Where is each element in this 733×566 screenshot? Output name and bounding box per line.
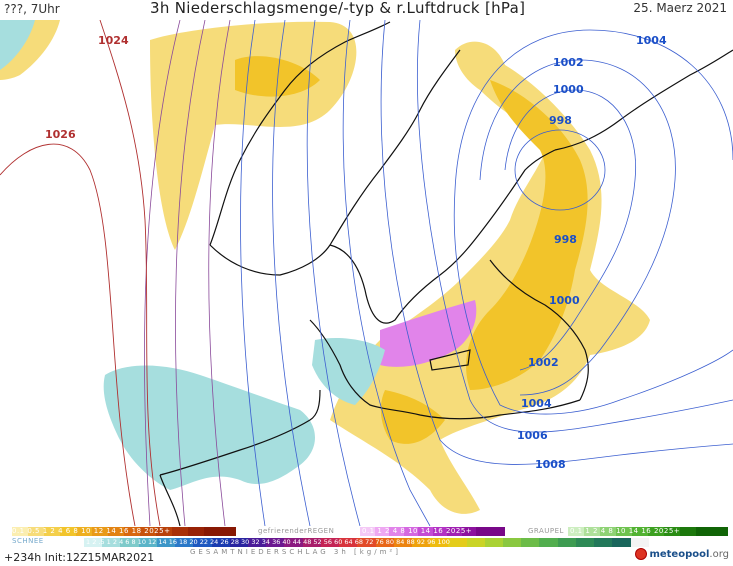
isobar-1014 (272, 20, 311, 526)
legend-freezing-label: gefrierenderREGEN (258, 527, 335, 535)
isobar-1008 (380, 20, 733, 465)
isobar-labels: 1004 1002 1000 998 998 1000 1002 1004 10… (45, 34, 667, 471)
brand-tld: .org (709, 548, 729, 560)
coastlines (159, 21, 733, 526)
isobar-1026 (0, 143, 136, 526)
precip-freezing-baltic (380, 300, 477, 367)
label-1002-north: 1002 (553, 56, 584, 69)
legend-snow-values: 1 2 .5 1 2 4 6 8 10 12 14 16 18 20 22 24… (86, 538, 450, 546)
run-info: +234h Init:12Z15MAR2021 (4, 551, 155, 564)
legend-freezing-scale (360, 527, 505, 536)
legend-snow-label: SCHNEE (12, 537, 44, 545)
label-1002-south: 1002 (528, 356, 559, 369)
isobar-998-inner (514, 129, 606, 211)
label-1024: 1024 (98, 34, 129, 47)
coast-netherlands-germany (159, 389, 321, 476)
brand-logo[interactable]: meteopool .org (635, 548, 729, 560)
isobars-low (240, 20, 733, 526)
legend-total-scale (84, 538, 649, 547)
coast-norway-south (209, 49, 461, 276)
coast-norway-west (209, 21, 391, 246)
label-1026: 1026 (45, 128, 76, 141)
precip-snow-north-sea (103, 365, 315, 490)
precip-snow-denmark (312, 338, 385, 405)
isobar-1006 (417, 20, 733, 433)
map-svg: 1004 1002 1000 998 998 1000 1002 1004 10… (0, 20, 733, 526)
precip-rain-areas (0, 20, 650, 514)
isobar-1012 (306, 20, 361, 526)
label-1000-south: 1000 (549, 294, 580, 307)
label-998-north: 998 (549, 114, 572, 127)
legend-graupel-label: GRAUPEL (528, 527, 564, 535)
header-location-time: ???, 7Uhr (4, 2, 60, 16)
brand-name: meteopool (649, 548, 710, 560)
map-title: 3h Niederschlagsmenge/-typ & r.Luftdruck… (150, 0, 526, 17)
isobar-1004-north (454, 29, 733, 191)
precip-freezing-areas (380, 300, 477, 367)
isobar-1018 (208, 20, 231, 526)
coast-sweden (329, 149, 556, 324)
coast-germany-poland (309, 319, 581, 420)
legend-total-label: GESAMTNIEDERSCHLAG 3h [kg/m²] (190, 548, 401, 556)
isobar-1024 (99, 20, 161, 526)
legend-rain-scale (12, 527, 236, 536)
isobar-1020 (175, 20, 206, 526)
coast-baltic-states (489, 259, 589, 401)
legend-graupel-scale (568, 527, 728, 536)
label-1008: 1008 (535, 458, 566, 471)
meteopool-logo-icon (635, 548, 648, 560)
isobar-1002 (479, 59, 676, 396)
forecast-date: 25. Maerz 2021 (633, 1, 727, 15)
coast-belgium (159, 474, 181, 526)
precip-rain-baltic-core (466, 80, 588, 390)
precip-snow-areas (0, 20, 385, 490)
header-bar: ???, 7Uhr 3h Niederschlagsmenge/-typ & r… (0, 0, 733, 20)
legend-footer: 0.1 0.5 1 2 4 6 8 10 12 14 16 18 2025+ g… (0, 526, 733, 566)
isobar-1010 (342, 20, 431, 526)
weather-map: 1004 1002 1000 998 998 1000 1002 1004 10… (0, 20, 733, 526)
label-1004-north: 1004 (636, 34, 667, 47)
coast-finland (554, 49, 733, 151)
legend-graupel-values: 0.1 1 2 4 8 10 14 16 2025+ (570, 527, 681, 535)
isobar-1016 (240, 20, 266, 526)
legend-rain-values: 0.1 0.5 1 2 4 6 8 10 12 14 16 18 2025+ (12, 527, 171, 535)
label-1006: 1006 (517, 429, 548, 442)
label-1004-south: 1004 (521, 397, 552, 410)
isobar-1004-south (453, 189, 733, 415)
legend-freezing-values: 0.1 1 2 4 8 10 14 16 2025+ (362, 527, 473, 535)
isobars-high (0, 20, 161, 526)
label-998-south: 998 (554, 233, 577, 246)
isobar-1000 (504, 89, 637, 371)
precip-rain-poland (380, 390, 445, 444)
precip-snow-atlantic (0, 20, 35, 70)
label-1000-north: 1000 (553, 83, 584, 96)
map-background (0, 20, 733, 526)
